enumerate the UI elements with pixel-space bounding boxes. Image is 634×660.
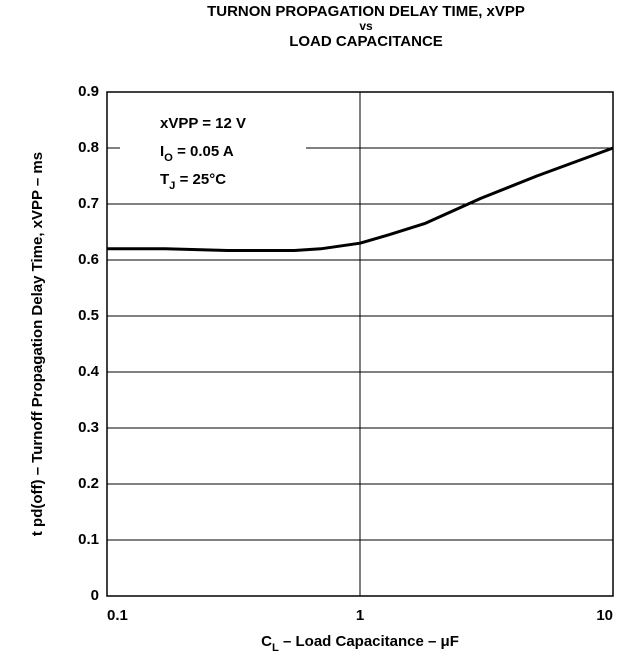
plot-frame: [106, 91, 614, 597]
annotation: IO = 0.05 A: [160, 143, 234, 164]
data-line: [107, 146, 614, 252]
y-tick-label: 0.6: [78, 251, 99, 268]
x-tick-label: 0.1: [107, 607, 128, 624]
annotation-sub: O: [164, 152, 173, 164]
annotation: xVPP = 12 V: [160, 115, 246, 132]
y-axis-label: t pd(off) – Turnoff Propagation Delay Ti…: [29, 152, 46, 536]
annotation-main: I: [160, 143, 164, 160]
y-tick-label: 0.9: [78, 83, 99, 100]
annotation: TJ = 25°C: [160, 171, 226, 192]
y-tick-label: 0: [91, 587, 99, 604]
x-axis-label-sub: L: [272, 642, 279, 654]
y-tick-label: 0.8: [78, 139, 99, 156]
annotation-rest: = 25°C: [175, 171, 226, 188]
chart-title: vs: [359, 19, 373, 33]
x-axis-label-rest: – Load Capacitance – μF: [279, 633, 459, 650]
y-tick-label: 0.7: [78, 195, 99, 212]
annotation-bg: [120, 108, 306, 198]
y-tick-label: 0.4: [78, 363, 100, 380]
chart-title: TURNON PROPAGATION DELAY TIME, xVPP: [207, 3, 525, 20]
y-tick-label: 0.3: [78, 419, 99, 436]
annotation-main: xVPP = 12 V: [160, 115, 246, 132]
annotation-rest: = 0.05 A: [173, 143, 234, 160]
x-tick-label: 10: [596, 607, 613, 624]
y-tick-label: 0.5: [78, 307, 99, 324]
x-axis-label: CL – Load Capacitance – μF: [261, 633, 459, 654]
y-tick-label: 0.1: [78, 531, 99, 548]
annotation-sub: J: [169, 180, 175, 192]
y-tick-label: 0.2: [78, 475, 99, 492]
x-axis-label-main: C: [261, 633, 272, 650]
chart-title: LOAD CAPACITANCE: [289, 33, 443, 50]
x-tick-label: 1: [356, 607, 364, 624]
annotation-main: T: [160, 171, 169, 188]
